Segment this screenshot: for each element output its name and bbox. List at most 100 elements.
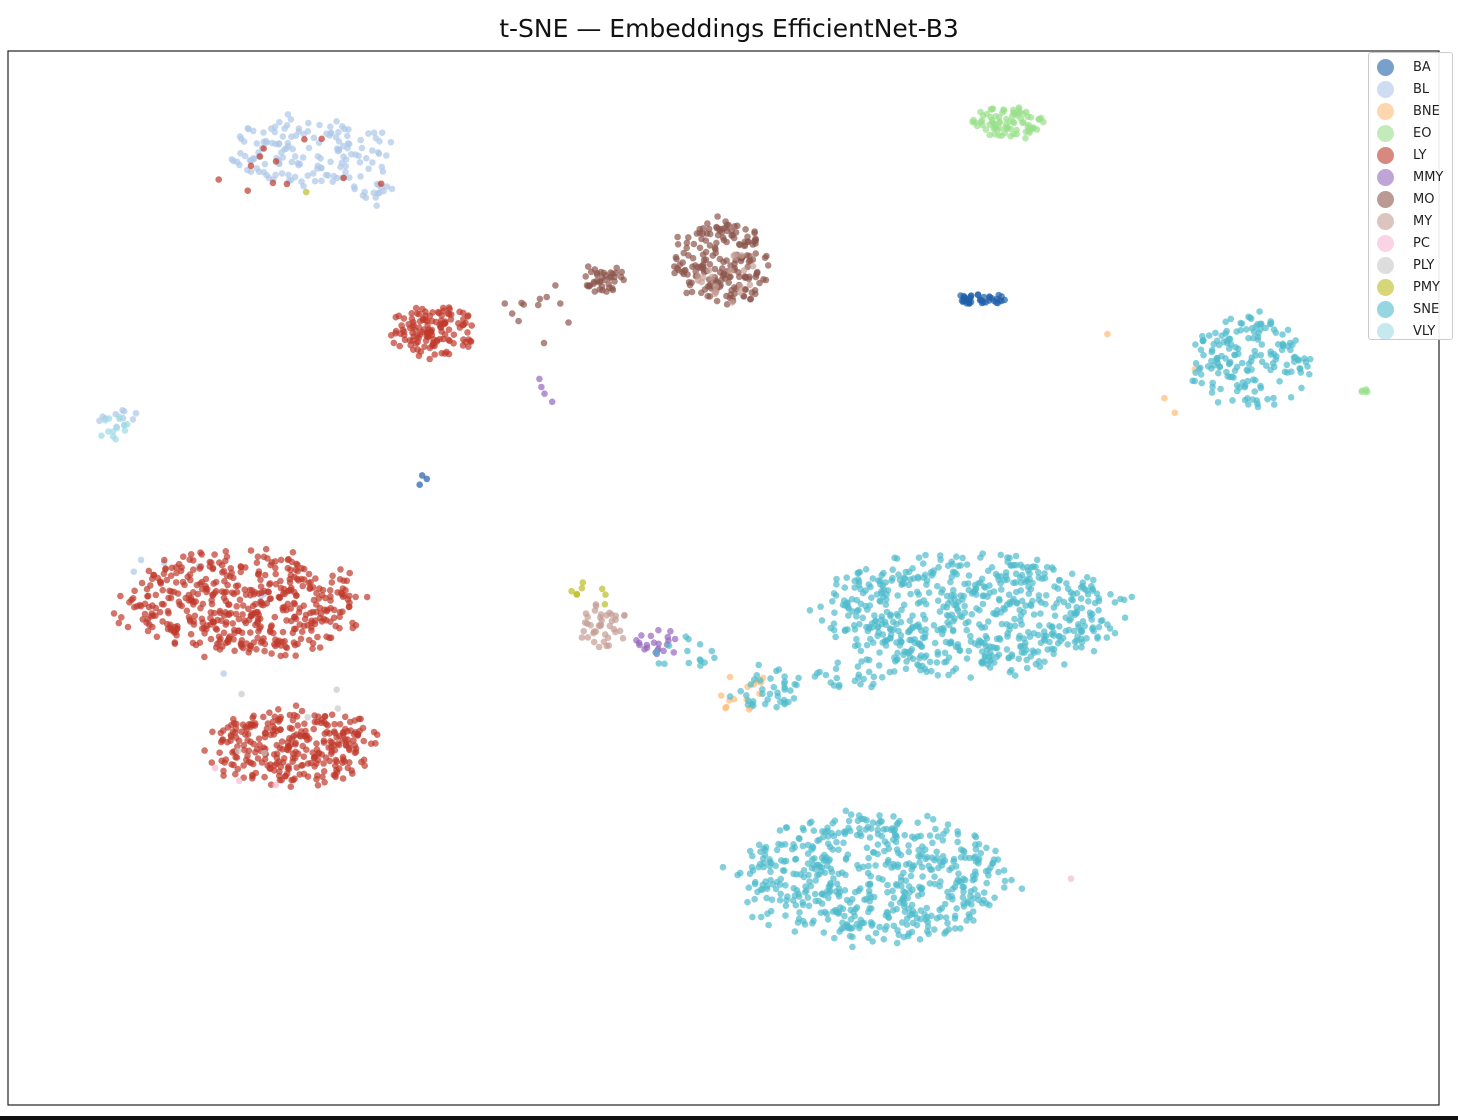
point-ba [416,481,424,489]
point-sne [986,582,993,589]
point-my [580,627,587,635]
point-sne [893,939,901,947]
point-bl [287,176,295,184]
point-sne [914,819,921,826]
point-sne [931,926,938,933]
point-ly [321,779,328,786]
point-ly [266,709,273,716]
point-sne [1056,623,1063,630]
point-sne [890,813,897,820]
point-bl [383,152,390,159]
point-vly [105,428,112,435]
point-pmy [302,188,310,196]
legend-marker [1377,278,1394,296]
point-sne [868,594,875,601]
point-bl [120,408,128,415]
point-sne [805,902,813,910]
point-bl [299,154,307,161]
point-sne [883,923,890,930]
point-sne [979,600,987,608]
point-sne [856,620,863,628]
point-sne [1032,563,1039,571]
point-sne [904,628,912,636]
point-sne [854,569,861,577]
point-sne [869,938,876,945]
point-sne [781,673,788,680]
point-bl [314,165,321,172]
point-sne [1111,629,1119,637]
point-mmy [643,644,651,652]
point-sne [905,930,913,937]
point-sne [976,621,983,628]
point-ly [345,603,353,611]
legend-label: MO [1413,191,1435,207]
point-ly [322,594,329,602]
point-sne [895,849,902,857]
point-ly [269,718,277,726]
point-ly [290,639,298,646]
point-ly [220,772,227,779]
point-sne [744,898,751,906]
point-ly [324,722,332,729]
point-sne [824,887,831,895]
point-ly [180,553,187,560]
point-sne [897,632,905,639]
point-ly [328,739,336,746]
point-sne [865,656,873,664]
point-ly [268,650,275,657]
point-sne [900,893,908,901]
point-mo [586,282,593,290]
point-my [746,281,754,289]
point-ly [260,601,267,609]
point-sne [1030,630,1038,637]
point-mo [674,233,681,241]
point-sne [1281,368,1289,376]
point-sne [795,674,802,682]
point-sne [1235,350,1242,358]
point-ly [190,557,197,564]
point-sne [894,819,902,827]
point-sne [1094,635,1101,642]
point-ly [344,764,352,772]
point-bl [285,171,292,179]
point-bl [291,153,299,160]
point-ly [207,635,215,643]
point-ly [154,574,162,582]
point-my [727,267,735,275]
point-sne [944,919,951,927]
point-sne [1005,654,1013,662]
point-ly [328,711,336,718]
point-sne [959,894,967,901]
point-sne [1254,403,1262,411]
point-ly [300,753,308,760]
point-ly [254,571,262,578]
point-ly [258,589,265,596]
point-bl [327,158,334,166]
point-sne [824,916,832,923]
point-sne [737,687,744,695]
point-ly [305,636,313,644]
point-sne [944,888,951,896]
point-sne [977,849,985,857]
point-vly [102,417,109,424]
point-bl [388,185,396,193]
point-mo [700,256,708,264]
point-sne [1050,632,1057,639]
point-sne [790,695,798,702]
point-ly [462,338,469,346]
point-ly [414,338,422,346]
point-mo [723,301,731,308]
point-ly [339,775,347,782]
point-sne [939,630,946,638]
point-sne [1069,597,1076,604]
point-ly [152,604,160,612]
point-sne [919,662,926,670]
point-bl [240,138,248,145]
point-sne [947,639,954,647]
point-sne [923,913,931,921]
point-sne [799,899,806,906]
point-sne [1279,331,1286,338]
point-my [606,622,614,630]
point-sne [1205,332,1213,339]
point-sne [1258,358,1266,366]
